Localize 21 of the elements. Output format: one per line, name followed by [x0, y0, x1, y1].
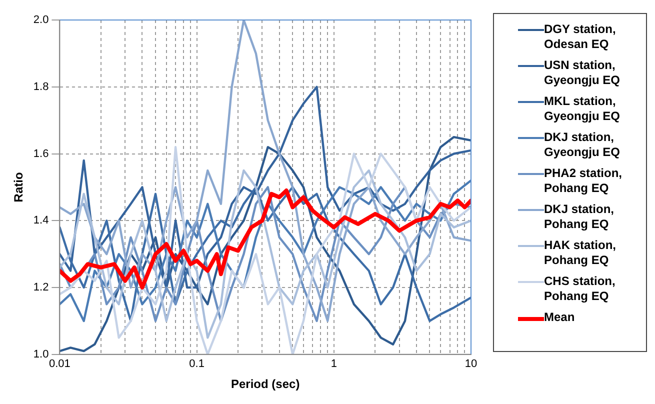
- legend-label: MKL station, Gyeongju EQ: [544, 94, 620, 124]
- legend-label: Mean: [544, 310, 575, 325]
- legend-label: DKJ station, Pohang EQ: [544, 202, 614, 232]
- legend-label: PHA2 station, Pohang EQ: [544, 166, 622, 196]
- legend-label: DGY station, Odesan EQ: [544, 22, 616, 52]
- x-tick-label: 0.01: [48, 358, 70, 370]
- x-tick-label: 1: [330, 358, 337, 370]
- x-tick-label: 0.1: [189, 358, 204, 370]
- y-tick-label: 1.8: [33, 80, 49, 93]
- y-tick-label: 1.0: [33, 348, 49, 360]
- y-tick-label: 1.6: [33, 148, 49, 160]
- x-axis-title: Period (sec): [230, 377, 300, 392]
- y-axis-title: Ratio: [12, 172, 26, 202]
- y-tick-label: 2.0: [33, 14, 49, 26]
- x-tick-label: 10: [464, 358, 478, 370]
- y-tick-label: 1.2: [33, 282, 49, 294]
- legend-label: DKJ station, Gyeongju EQ: [544, 130, 620, 160]
- legend-label: USN station, Gyeongju EQ: [544, 58, 620, 88]
- legend-label: HAK station, Pohang EQ: [544, 238, 616, 268]
- legend-label: CHS station, Pohang EQ: [544, 274, 616, 304]
- y-tick-label: 1.4: [33, 214, 49, 227]
